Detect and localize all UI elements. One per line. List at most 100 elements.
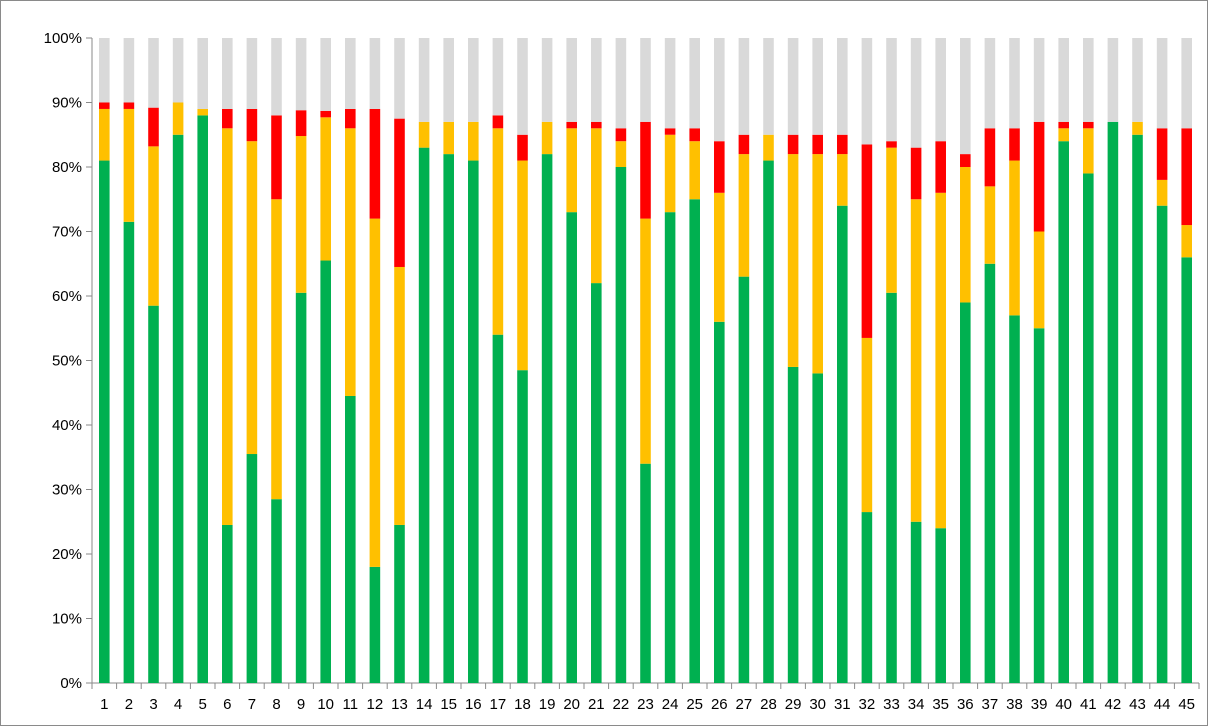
bar-segment-1-cat-2 [123,221,135,683]
bar-segment-1-cat-31 [837,205,848,683]
x-tick-label: 14 [416,696,433,713]
bar-segment-2-cat-3 [148,146,159,306]
bar-segment-2-cat-25 [689,141,700,200]
bar-segment-1-cat-4 [172,134,184,683]
bar-segment-4-cat-15 [443,38,454,122]
bar-segment-3-cat-8 [271,115,282,200]
bar-segment-4-cat-25 [689,38,700,129]
bar-segment-3-cat-6 [222,108,233,129]
bar-segment-1-cat-12 [369,566,381,683]
bar-segment-3-cat-18 [517,134,528,161]
bar-segment-1-cat-7 [246,454,258,683]
x-tick-label: 25 [686,696,703,713]
bar-segment-2-cat-17 [492,128,504,335]
bar-segment-1-cat-42 [1107,121,1119,684]
x-tick-label: 15 [440,696,457,713]
bar-segment-2-cat-40 [1058,128,1069,142]
bar-segment-4-cat-38 [1009,38,1020,129]
bar-segment-3-cat-38 [1009,128,1020,161]
bar-segment-4-cat-36 [960,38,971,155]
y-tick-label: 20% [52,546,82,563]
x-tick-label: 12 [367,696,384,713]
x-tick-label: 31 [834,696,851,713]
bar-segment-2-cat-38 [1009,160,1020,316]
bars [99,38,1192,684]
bar-segment-4-cat-35 [935,38,946,142]
bar-segment-4-cat-11 [345,38,356,109]
bar-segment-1-cat-15 [443,154,454,684]
bar-segment-4-cat-26 [714,38,725,142]
bar-segment-2-cat-36 [960,167,971,303]
bar-segment-1-cat-27 [738,276,750,683]
y-tick-label: 40% [52,417,82,434]
bar-segment-2-cat-30 [812,154,823,374]
bar-segment-1-cat-19 [541,154,553,684]
bar-segment-1-cat-44 [1156,205,1168,683]
x-tick-label: 32 [859,696,876,713]
bar-segment-3-cat-36 [960,154,971,167]
bar-segment-2-cat-18 [517,160,528,371]
x-tick-label: 24 [662,696,679,713]
bar-segment-3-cat-23 [640,121,651,219]
bar-segment-3-cat-30 [812,134,823,155]
bar-segment-4-cat-10 [320,38,331,111]
bar-segment-1-cat-1 [99,160,110,684]
bar-segment-4-cat-8 [271,38,282,116]
bar-segment-4-cat-13 [394,38,405,119]
y-tick-label: 50% [52,353,82,370]
bar-segment-2-cat-14 [418,121,430,148]
bar-segment-1-cat-10 [320,260,331,683]
y-axis: 0% 10% 20% 30% 40% 50% 60% 70% 80% 90% 100% [44,30,93,692]
bar-segment-2-cat-23 [640,218,651,464]
bar-segment-4-cat-5 [197,38,208,109]
y-tick-label: 60% [52,288,82,305]
bar-segment-3-cat-37 [984,128,996,187]
bar-segment-2-cat-39 [1033,231,1045,329]
bar-segment-3-cat-31 [837,134,848,155]
bar-segment-1-cat-35 [935,528,946,683]
bar-segment-2-cat-21 [591,128,602,284]
bar-segment-3-cat-32 [861,144,873,338]
bar-segment-1-cat-22 [615,167,627,683]
bar-segment-1-cat-18 [517,370,528,683]
bar-segment-2-cat-35 [935,192,946,529]
bar-segment-1-cat-29 [787,366,799,683]
bar-segment-3-cat-27 [738,134,750,155]
x-tick-label: 29 [785,696,802,713]
bar-segment-2-cat-10 [320,117,331,261]
x-tick-label: 27 [736,696,753,713]
x-tick-label: 1 [100,696,108,713]
bar-segment-3-cat-1 [99,102,110,109]
bar-segment-3-cat-2 [123,102,135,109]
bar-segment-4-cat-18 [517,38,528,135]
bar-segment-2-cat-12 [369,218,381,567]
bar-segment-4-cat-1 [99,38,110,103]
bar-segment-1-cat-25 [689,199,700,683]
bar-segment-3-cat-13 [394,118,405,267]
bar-segment-4-cat-12 [369,38,381,109]
bar-segment-2-cat-26 [714,192,725,322]
bar-segment-4-cat-28 [763,38,774,135]
bar-segment-4-cat-9 [295,38,307,111]
x-tick-label: 39 [1031,696,1048,713]
bar-segment-2-cat-27 [738,154,750,277]
bar-segment-1-cat-32 [861,512,873,683]
bar-segment-2-cat-16 [468,121,479,161]
bar-segment-2-cat-28 [763,134,774,161]
bar-segment-4-cat-42 [1107,38,1119,122]
x-tick-label: 45 [1178,696,1195,713]
bar-segment-1-cat-8 [271,499,282,683]
bar-segment-4-cat-29 [787,38,799,135]
bar-segment-2-cat-32 [861,337,873,513]
bar-segment-2-cat-22 [615,141,627,167]
x-tick-label: 21 [588,696,605,713]
bar-segment-1-cat-9 [295,292,307,683]
x-tick-label: 38 [1006,696,1023,713]
bar-segment-1-cat-36 [960,302,971,683]
x-tick-label: 2 [125,696,133,713]
bar-segment-4-cat-16 [468,38,479,122]
bar-segment-1-cat-26 [714,321,725,683]
x-tick-label: 44 [1154,696,1171,713]
bar-segment-1-cat-43 [1132,134,1143,683]
